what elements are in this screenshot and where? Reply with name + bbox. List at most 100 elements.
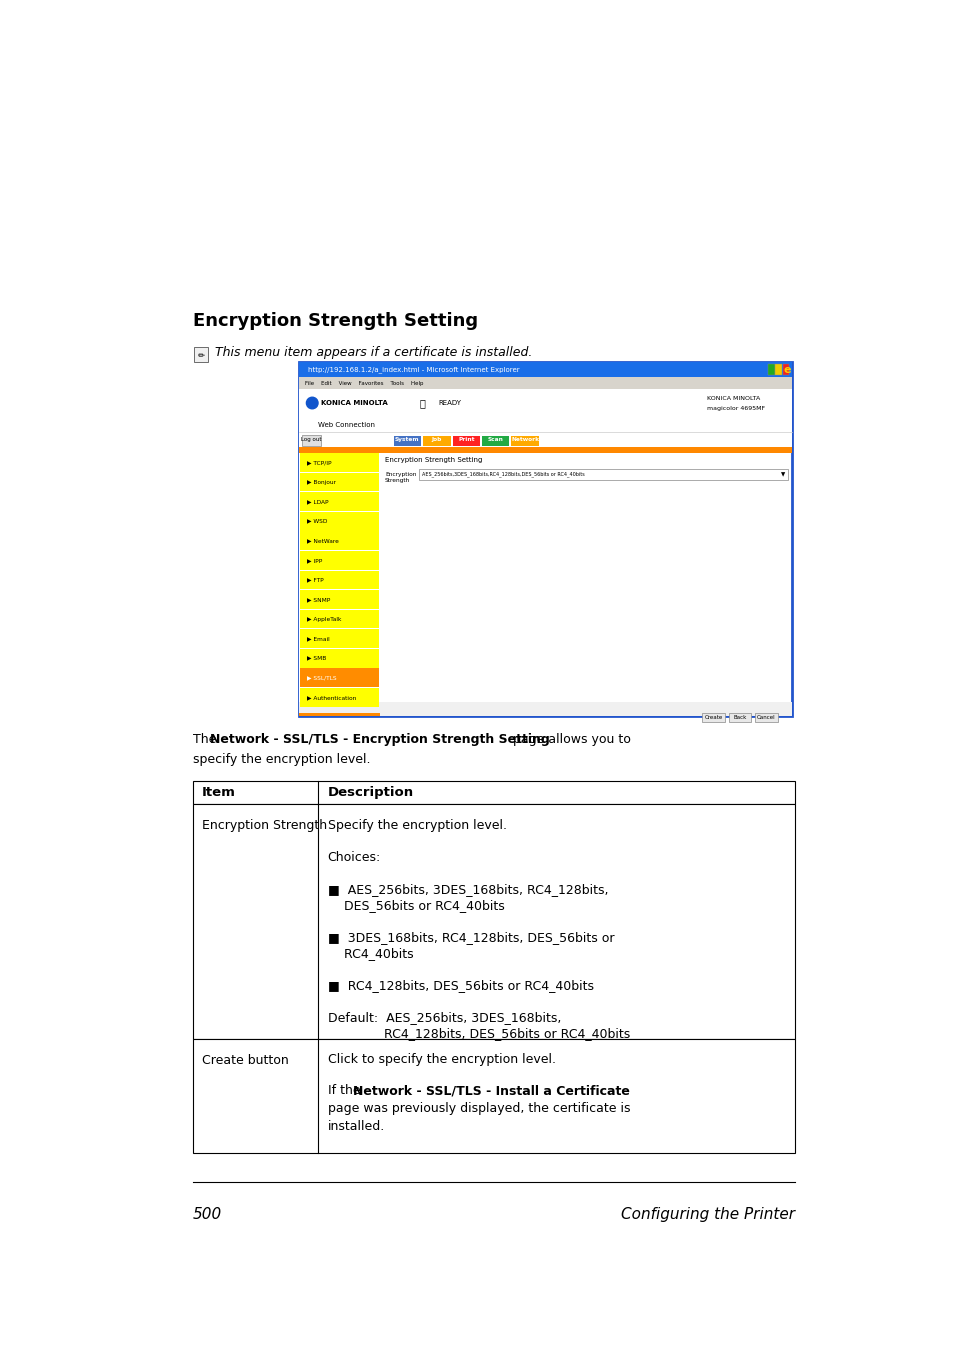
Text: ✏: ✏ (197, 350, 205, 359)
Text: ■  RC4_128bits, DES_56bits or RC4_40bits: ■ RC4_128bits, DES_56bits or RC4_40bits (328, 979, 593, 992)
Text: Encryption
Strength: Encryption Strength (385, 472, 416, 483)
Text: ▶ TCP/IP: ▶ TCP/IP (307, 460, 331, 464)
Bar (298, 432, 791, 447)
Text: ▶ SSL/TLS: ▶ SSL/TLS (307, 675, 336, 680)
Text: Network - SSL/TLS - Install a Certificate: Network - SSL/TLS - Install a Certificat… (353, 1084, 629, 1098)
Text: ▶ Authentication: ▶ Authentication (307, 695, 355, 699)
Text: ▶ Email: ▶ Email (307, 636, 329, 641)
Bar (781, 364, 788, 375)
Text: AES_256bits,3DES_168bits,RC4_128bits,DES_56bits or RC4_40bits: AES_256bits,3DES_168bits,RC4_128bits,DES… (422, 471, 584, 478)
Text: ▶ NetWare: ▶ NetWare (307, 539, 338, 543)
FancyBboxPatch shape (301, 436, 321, 446)
Bar (299, 532, 378, 551)
Text: This menu item appears if a certificate is installed.: This menu item appears if a certificate … (214, 346, 532, 359)
Text: page allows you to: page allows you to (509, 733, 630, 747)
Text: Web Connection: Web Connection (318, 421, 375, 428)
Text: page was previously displayed, the certificate is: page was previously displayed, the certi… (328, 1102, 630, 1115)
Bar (299, 688, 378, 707)
Text: Network: Network (511, 437, 538, 443)
Text: Cancel: Cancel (757, 716, 775, 720)
Text: Create button: Create button (202, 1054, 289, 1067)
Bar (394, 436, 420, 446)
Text: specify the encryption level.: specify the encryption level. (193, 753, 370, 767)
Text: Job: Job (431, 437, 441, 443)
Bar (298, 377, 791, 389)
Text: ▶ SNMP: ▶ SNMP (307, 597, 330, 602)
Text: KONICA MINOLTA: KONICA MINOLTA (320, 400, 387, 406)
Bar (298, 362, 791, 717)
Bar (299, 512, 378, 531)
Text: DES_56bits or RC4_40bits: DES_56bits or RC4_40bits (328, 899, 504, 913)
Bar (511, 436, 538, 446)
Bar (299, 629, 378, 648)
Bar (298, 447, 791, 452)
Text: http://192.168.1.2/a_index.html - Microsoft Internet Explorer: http://192.168.1.2/a_index.html - Micros… (308, 366, 519, 373)
Bar (299, 571, 378, 590)
Bar (298, 417, 791, 432)
Text: Default:  AES_256bits, 3DES_168bits,: Default: AES_256bits, 3DES_168bits, (328, 1011, 560, 1025)
Text: Configuring the Printer: Configuring the Printer (620, 1207, 794, 1222)
Bar (422, 436, 450, 446)
FancyBboxPatch shape (728, 713, 750, 722)
Bar (481, 436, 509, 446)
Bar (298, 452, 380, 717)
Bar (299, 472, 378, 491)
Text: Print: Print (457, 437, 474, 443)
Bar (299, 610, 378, 629)
Text: ▶ SMB: ▶ SMB (307, 656, 326, 660)
Circle shape (306, 397, 317, 409)
Bar (767, 364, 774, 375)
FancyBboxPatch shape (755, 713, 777, 722)
Bar (193, 782, 794, 803)
Text: Create: Create (704, 716, 722, 720)
Text: ▶ Bonjour: ▶ Bonjour (307, 479, 335, 485)
Text: ▼: ▼ (780, 472, 784, 477)
Text: magicolor 4695MF: magicolor 4695MF (706, 406, 764, 410)
Text: Description: Description (328, 786, 414, 799)
Bar (299, 668, 378, 687)
FancyBboxPatch shape (701, 713, 724, 722)
Text: ▶ LDAP: ▶ LDAP (307, 500, 328, 504)
Text: RC4_128bits, DES_56bits or RC4_40bits: RC4_128bits, DES_56bits or RC4_40bits (328, 1027, 629, 1041)
Bar (299, 649, 378, 668)
Text: ▶ WSD: ▶ WSD (307, 518, 327, 524)
Text: e: e (782, 364, 790, 375)
Bar (194, 347, 208, 362)
Text: Encryption Strength: Encryption Strength (202, 819, 327, 832)
Bar (298, 362, 791, 377)
Text: Scan: Scan (487, 437, 503, 443)
Bar (299, 454, 378, 472)
Text: Choices:: Choices: (328, 852, 380, 864)
Text: 500: 500 (193, 1207, 222, 1222)
Text: File    Edit    View    Favorites    Tools    Help: File Edit View Favorites Tools Help (305, 381, 423, 386)
Text: RC4_40bits: RC4_40bits (328, 948, 413, 960)
Text: Log out: Log out (301, 437, 321, 443)
Text: Encryption Strength Setting: Encryption Strength Setting (385, 458, 482, 463)
Text: Network - SSL/TLS - Encryption Strength Setting: Network - SSL/TLS - Encryption Strength … (210, 733, 549, 747)
Text: KONICA MINOLTA: KONICA MINOLTA (706, 397, 760, 401)
Text: Click to specify the encryption level.: Click to specify the encryption level. (328, 1053, 556, 1065)
Bar (299, 493, 378, 512)
Bar (299, 590, 378, 609)
Text: ▶ AppleTalk: ▶ AppleTalk (307, 617, 341, 621)
Text: Back: Back (733, 716, 746, 720)
Bar (298, 713, 380, 716)
Text: The: The (193, 733, 220, 747)
Text: Encryption Strength Setting: Encryption Strength Setting (193, 312, 477, 331)
Bar (299, 551, 378, 570)
Bar (298, 389, 791, 417)
Bar (775, 364, 781, 375)
Text: System: System (395, 437, 419, 443)
Text: 🖨: 🖨 (418, 398, 425, 408)
Text: ■  3DES_168bits, RC4_128bits, DES_56bits or: ■ 3DES_168bits, RC4_128bits, DES_56bits … (328, 931, 614, 944)
Text: ▶ FTP: ▶ FTP (307, 578, 323, 582)
Text: Item: Item (202, 786, 235, 799)
Text: READY: READY (438, 400, 461, 406)
Bar (193, 1038, 794, 1153)
Text: ▶ IPP: ▶ IPP (307, 558, 322, 563)
Bar (298, 702, 791, 717)
Text: installed.: installed. (328, 1120, 385, 1133)
Text: ■  AES_256bits, 3DES_168bits, RC4_128bits,: ■ AES_256bits, 3DES_168bits, RC4_128bits… (328, 883, 608, 896)
FancyBboxPatch shape (418, 470, 787, 481)
Bar (193, 803, 794, 1038)
